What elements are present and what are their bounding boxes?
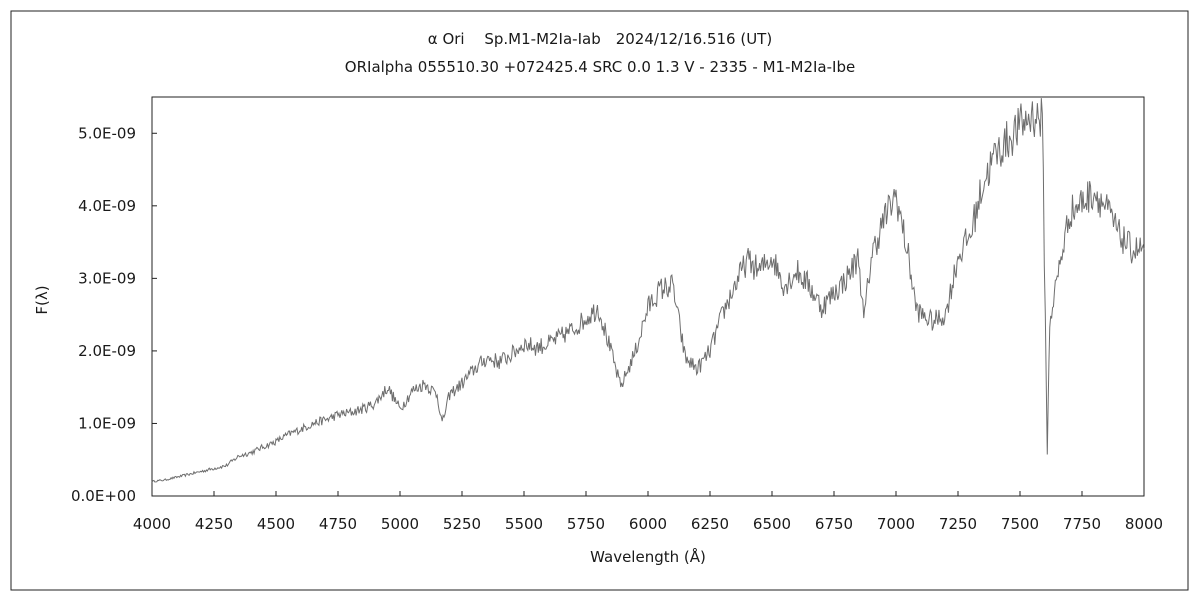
y-axis: 0.0E+00 1.0E-09 2.0E-09 3.0E-09 4.0E-09 5.0E-… — [71, 124, 157, 505]
y-tick-label: 1.0E-09 — [78, 414, 136, 432]
outer-frame — [10, 10, 1189, 591]
y-tick-label: 0.0E+00 — [71, 487, 136, 505]
x-axis-label: Wavelength (Å) — [590, 547, 706, 566]
y-tick-label: 2.0E-09 — [78, 342, 136, 360]
y-tick-label: 3.0E-09 — [78, 269, 136, 287]
x-tick-label: 7250 — [939, 515, 977, 533]
x-tick-label: 6500 — [753, 515, 791, 533]
x-tick-label: 4750 — [319, 515, 357, 533]
x-tick-label: 5000 — [381, 515, 419, 533]
y-tick-label: 4.0E-09 — [78, 197, 136, 215]
spectrum-series — [151, 98, 1145, 483]
y-tick-label: 5.0E-09 — [78, 124, 136, 142]
x-tick-label: 4250 — [195, 515, 233, 533]
x-tick-label: 5250 — [443, 515, 481, 533]
spectrum-line — [151, 98, 1145, 483]
x-tick-label: 4500 — [257, 515, 295, 533]
x-tick-label: 5750 — [567, 515, 605, 533]
x-tick-label: 6000 — [629, 515, 667, 533]
x-axis: 4000 4250 4500 4750 5000 5250 5500 5750 6000 6250… — [133, 491, 1163, 533]
x-tick-label: 5500 — [505, 515, 543, 533]
x-tick-label: 6250 — [691, 515, 729, 533]
plot-area — [151, 96, 1145, 497]
chart-subtitle: ORIalpha 055510.30 +072425.4 SRC 0.0 1.3… — [345, 58, 855, 76]
x-tick-label: 7000 — [877, 515, 915, 533]
x-tick-label: 6750 — [815, 515, 853, 533]
x-tick-label: 8000 — [1125, 515, 1163, 533]
x-tick-label: 7750 — [1063, 515, 1101, 533]
y-axis-label: F(λ) — [33, 285, 51, 314]
x-tick-label: 4000 — [133, 515, 171, 533]
chart-title: α Ori Sp.M1-M2Ia-Iab 2024/12/16.516 (UT) — [428, 30, 772, 48]
x-tick-label: 7500 — [1001, 515, 1039, 533]
